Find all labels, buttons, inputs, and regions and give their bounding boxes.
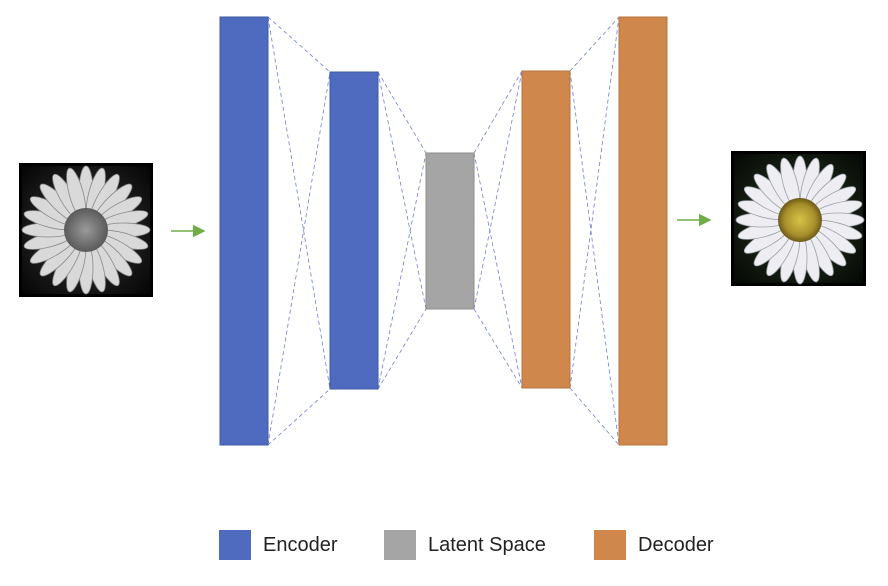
- legend-decoder: Decoder: [594, 527, 714, 563]
- legend-encoder: Encoder: [219, 527, 338, 563]
- encoder-swatch: [219, 530, 251, 560]
- decoder-label: Decoder: [638, 533, 714, 556]
- latent-space-label: Latent Space: [428, 533, 546, 556]
- encoder-layer-1: [219, 16, 269, 446]
- output-image: [731, 151, 866, 286]
- decoder-swatch: [594, 530, 626, 560]
- encoder-layer-2: [329, 71, 379, 390]
- encoder-label: Encoder: [263, 533, 338, 556]
- legend-latent-space: Latent Space: [384, 527, 546, 563]
- input-image: [19, 163, 153, 297]
- decoder-layer-1: [521, 70, 571, 389]
- latent-space-layer: [425, 152, 475, 310]
- decoder-layer-2: [618, 16, 668, 446]
- connector-lines: [267, 16, 620, 446]
- latent-space-swatch: [384, 530, 416, 560]
